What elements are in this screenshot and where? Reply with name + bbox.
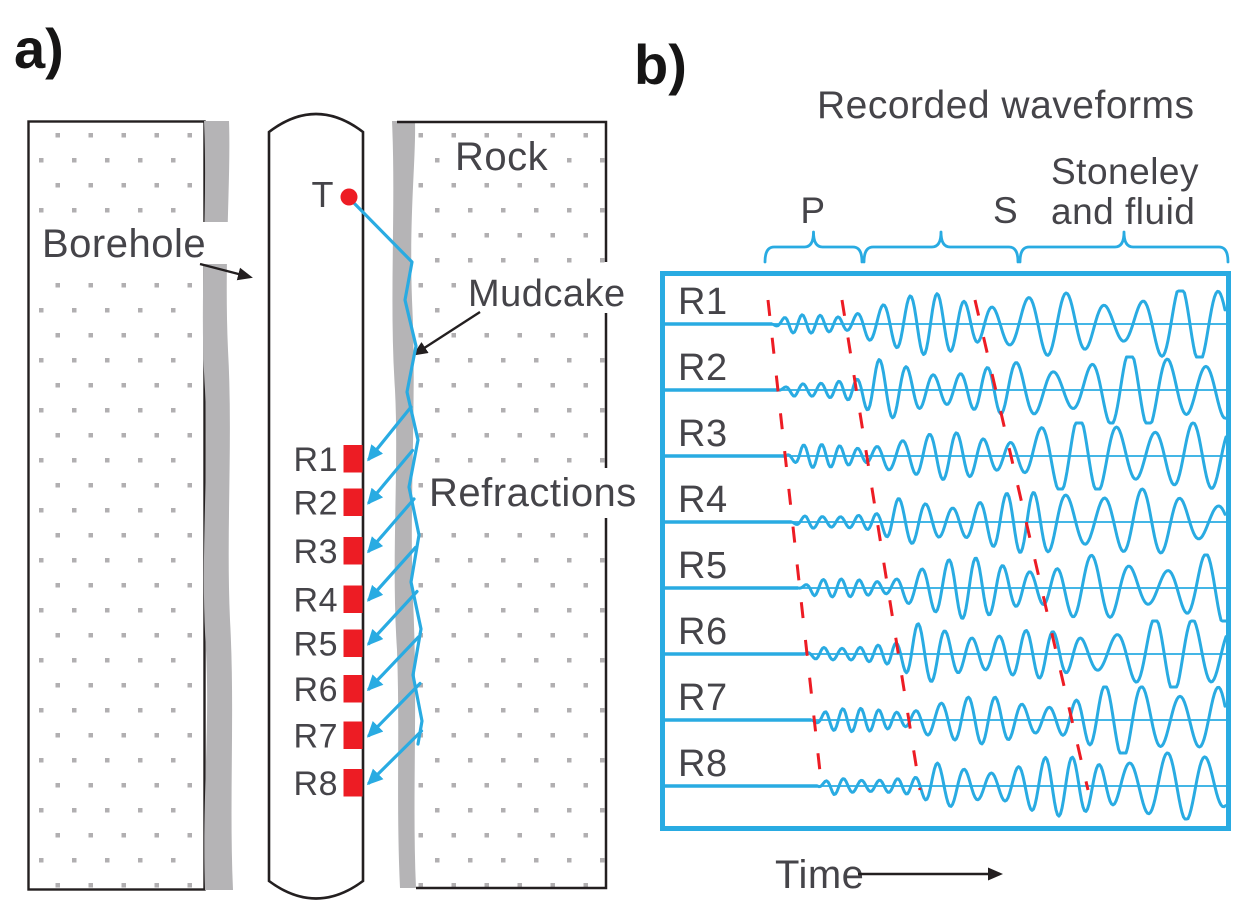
receiver-square-R6 [343,675,363,703]
receiver-label-R2: R2 [294,485,338,523]
receiver-square-R1 [343,445,363,473]
row-label-R1: R1 [678,281,728,323]
moveout-lines [766,299,1090,791]
bracket-stoneley-and-fluid [1018,230,1230,264]
receiver-square-R2 [343,488,363,516]
trace-R8 [816,751,1226,821]
receiver-square-R4 [343,585,363,613]
receiver-label-R5: R5 [294,626,338,664]
receiver-label-R6: R6 [294,671,338,709]
panel-a: a) Borehole Rock Mudcake Refractions T R… [14,17,637,900]
trace-R3 [783,421,1226,491]
borehole-arrow [199,262,253,281]
receiver-label-R1: R1 [294,441,338,479]
refraction-arrow-R5 [366,589,419,646]
row-label-R2: R2 [678,347,728,389]
refraction-arrow-R8 [366,729,424,786]
p-wave-label: P [800,190,825,231]
receivers-a: R1 R2 R3 R4 R5 R6 R7 R8 [294,405,424,803]
time-label: Time [775,853,864,897]
trace-R7 [809,685,1226,755]
receiver-square-R3 [343,537,363,565]
panel-b: b) Recorded waveforms P S Stoneley and f… [634,33,1231,897]
transmitter-dot [340,188,358,206]
row-label-R7: R7 [678,677,728,719]
receiver-label-R3: R3 [294,533,338,571]
refraction-arrow-R6 [366,635,421,692]
trace-R5 [796,553,1226,623]
bracket-p [763,230,864,264]
rock-label: Rock [455,135,549,179]
bracket-s [862,230,1020,264]
refraction-arrow-R1 [367,405,413,462]
receiver-label-R7: R7 [294,718,338,756]
trace-R4 [790,487,1226,555]
receiver-square-R5 [343,629,363,657]
borehole-label-halo [36,222,232,264]
row-label-R4: R4 [678,479,728,521]
panel-a-label: a) [14,17,64,80]
moveout-line-s [840,299,922,791]
refraction-arrow-R3 [367,497,416,554]
left-gray-strip [202,121,233,890]
receiver-label-R4: R4 [294,582,338,620]
recorded-waveforms-title: Recorded waveforms [817,84,1194,127]
waveform-box [660,271,1231,831]
waveform-rows: R1 R2 R3 R4 R5 R6 R7 R8 [665,281,1226,821]
receiver-square-R8 [343,769,363,797]
mudcake-label-halo [462,275,624,313]
refraction-wave-path [348,197,424,746]
transmitter-label: T [312,174,335,215]
s-wave-label: S [993,190,1018,231]
moveout-line-p [766,299,824,791]
right-mudcake-strip [392,121,416,888]
and-fluid-label: and fluid [1051,191,1195,232]
moveout-line-stoneley [973,299,1090,791]
sonic-tool-body [267,112,365,900]
trace-R6 [803,619,1226,689]
trace-R1 [770,289,1226,359]
stoneley-label: Stoneley [1051,151,1199,192]
row-label-R8: R8 [678,743,728,785]
row-label-R6: R6 [678,611,728,653]
refractions-label: Refractions [429,471,637,515]
wave-brackets [763,230,1230,264]
mudcake-arrow [412,310,481,356]
row-label-R3: R3 [678,413,728,455]
mudcake-label: Mudcake [468,273,626,315]
refraction-arrow-R2 [367,448,415,505]
receiver-square-R7 [343,721,363,749]
panel-b-label: b) [634,33,687,96]
waveform-box-border [660,271,1231,831]
row-label-R5: R5 [678,545,728,587]
receiver-label-R8: R8 [294,765,338,803]
borehole-label: Borehole [42,222,206,266]
right-rock-border [397,120,608,890]
refractions-label-halo [424,468,618,514]
rock-label-halo [448,138,552,176]
refraction-arrow-R4 [367,545,418,602]
refraction-arrow-R7 [366,681,422,738]
